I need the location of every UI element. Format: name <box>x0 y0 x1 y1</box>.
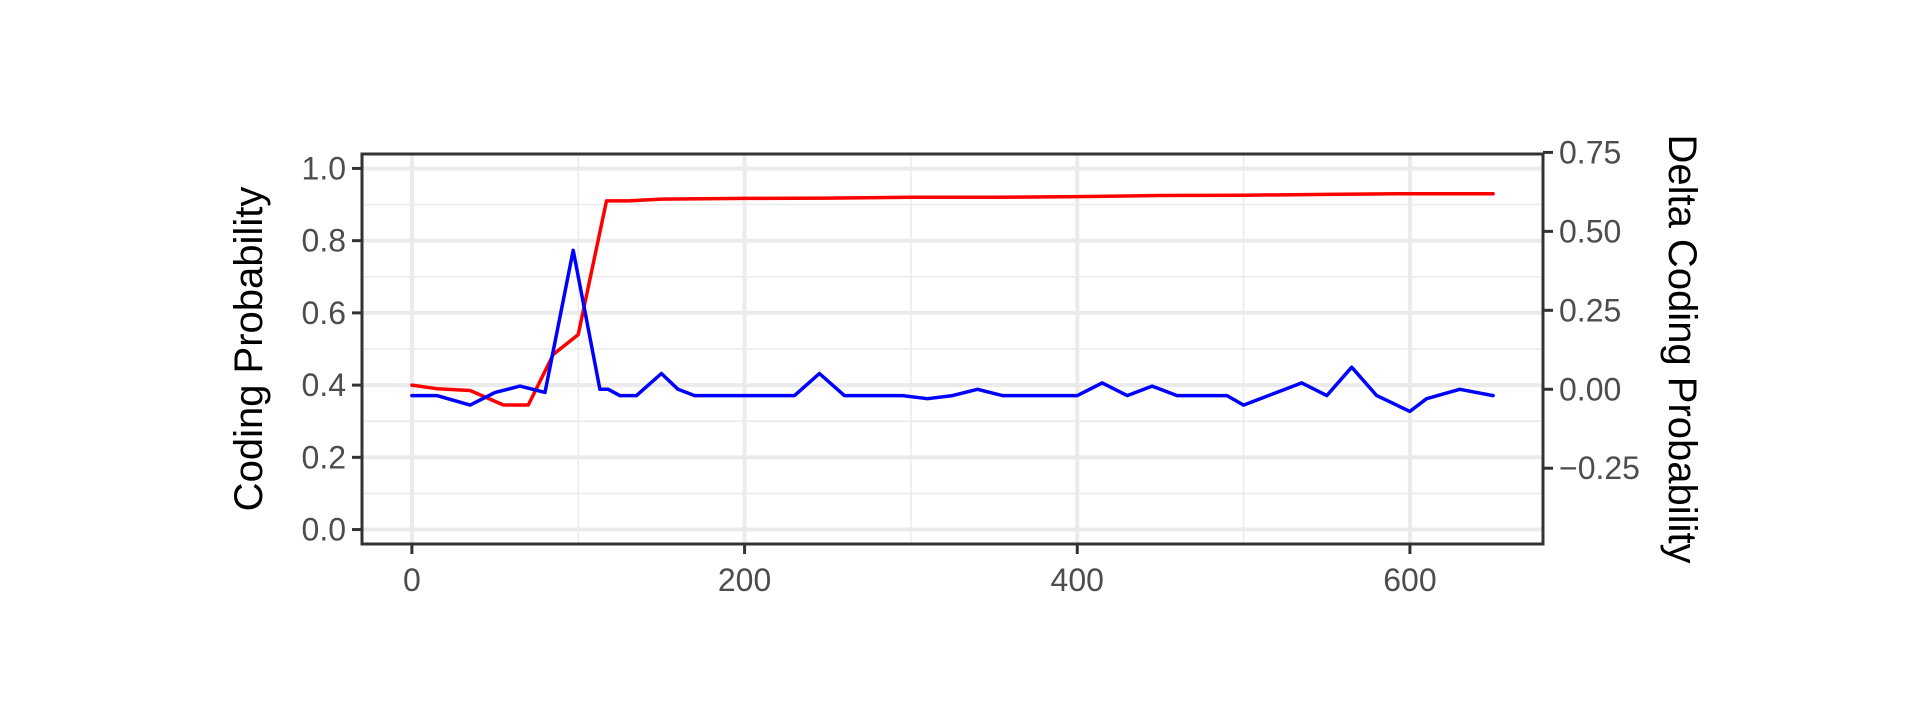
x-tick-label: 200 <box>718 562 771 598</box>
x-tick-label: 600 <box>1383 562 1436 598</box>
y-axis-left-title: Coding Probability <box>227 187 271 512</box>
x-tick-label: 0 <box>403 562 421 598</box>
y-left-tick-label: 0.8 <box>302 223 346 259</box>
axes: 0 200 400 600 0.0 0.2 0.4 0.6 0.8 1.0 −0.25 0.00 0.2… <box>302 134 1640 598</box>
series-line-2 <box>410 248 1495 414</box>
y-axis-right-title: Delta Coding Probability <box>1660 134 1704 563</box>
y-left-tick-label: 0.6 <box>302 295 346 331</box>
panel-border <box>360 152 1545 546</box>
x-tick-label: 400 <box>1051 562 1104 598</box>
y-left-tick-label: 0.4 <box>302 367 346 403</box>
y-right-tick-label: 0.75 <box>1559 134 1621 170</box>
series-line-1 <box>410 191 1495 407</box>
series <box>410 191 1495 414</box>
grid <box>362 154 1543 544</box>
y-right-tick-label: −0.25 <box>1559 450 1640 486</box>
y-right-tick-label: 0.50 <box>1559 213 1621 249</box>
y-right-tick-label: 0.25 <box>1559 292 1621 328</box>
y-left-tick-label: 0.2 <box>302 439 346 475</box>
y-left-tick-label: 1.0 <box>302 150 346 186</box>
y-left-tick-label: 0.0 <box>302 512 346 548</box>
y-right-tick-label: 0.00 <box>1559 371 1621 407</box>
